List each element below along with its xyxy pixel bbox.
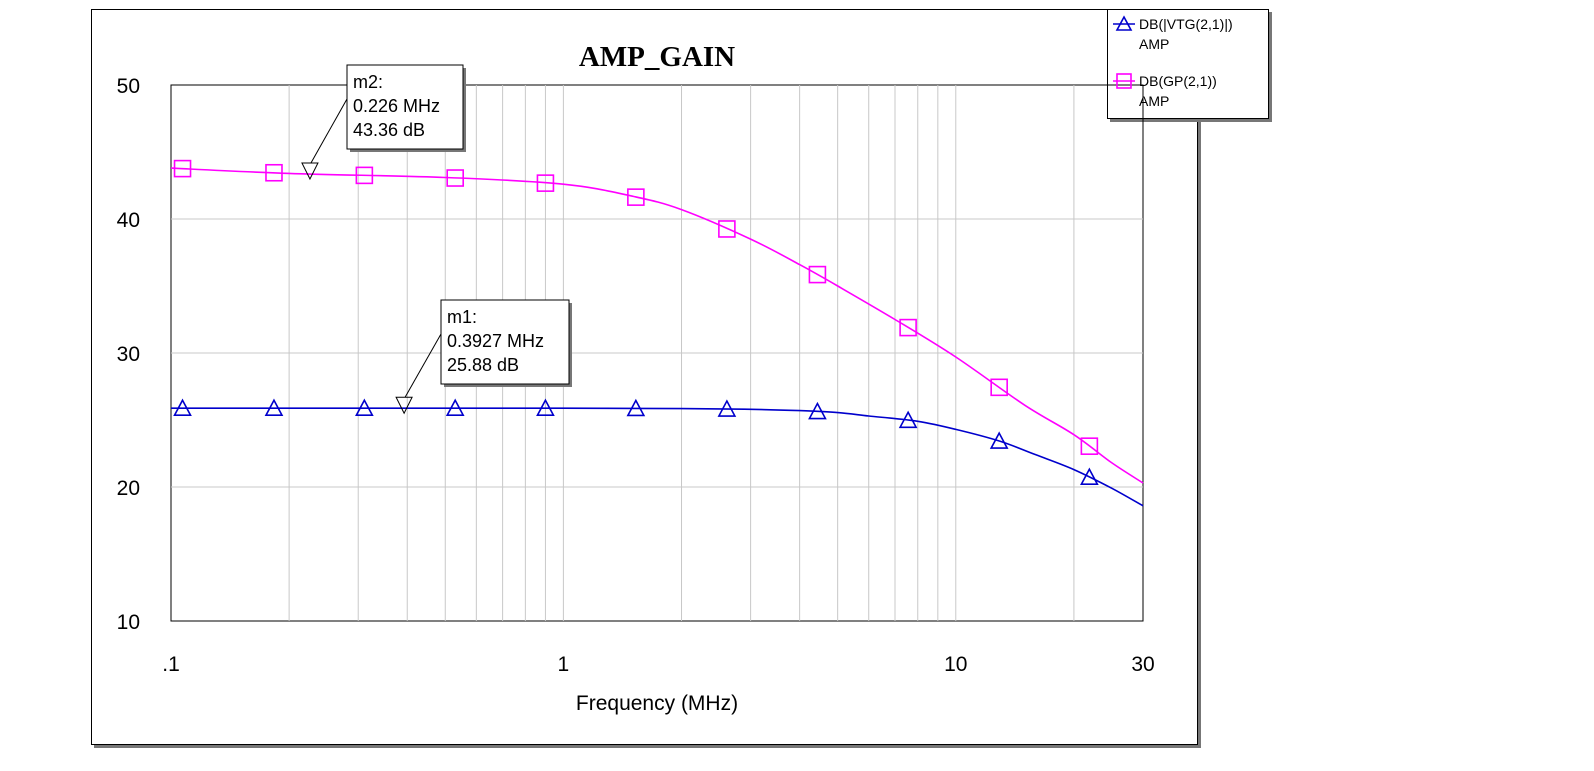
data-point bbox=[536, 398, 555, 417]
y-tick-label: 20 bbox=[117, 477, 140, 500]
data-point bbox=[717, 399, 737, 417]
legend-marker bbox=[1115, 15, 1133, 31]
marker-symbol bbox=[395, 396, 413, 415]
series-line-1 bbox=[170, 167, 1144, 484]
data-point bbox=[989, 431, 1009, 449]
data-point bbox=[173, 398, 192, 417]
x-tick-label: 30 bbox=[1131, 653, 1154, 676]
marker-label: m2: bbox=[353, 72, 383, 92]
data-point bbox=[355, 398, 374, 417]
data-point bbox=[536, 174, 555, 192]
marker-box bbox=[346, 64, 464, 150]
marker-box bbox=[440, 299, 570, 385]
plot-frame bbox=[91, 9, 1198, 745]
series-layer bbox=[170, 159, 1144, 507]
legend-label: DB(GP(2,1)) bbox=[1139, 73, 1217, 89]
legend-marker bbox=[1116, 73, 1132, 89]
marker-leader-line bbox=[404, 333, 442, 398]
data-point bbox=[898, 410, 918, 429]
y-tick-label: 10 bbox=[117, 611, 140, 634]
data-point bbox=[718, 220, 736, 238]
x-tick-label: 1 bbox=[558, 653, 570, 676]
y-tick-label: 50 bbox=[117, 75, 140, 98]
data-point bbox=[355, 166, 374, 185]
marker-symbol bbox=[301, 162, 319, 181]
data-point bbox=[1080, 467, 1099, 486]
legend-entries: DB(|VTG(2,1)|) AMP DB(GP(2,1)) AMP bbox=[1113, 15, 1233, 109]
data-point bbox=[808, 265, 827, 284]
data-point bbox=[265, 163, 283, 182]
markers-layer: m1: 0.3927 MHz 25.88 dB m2: 0.226 MHz 43.36 d… bbox=[301, 64, 572, 415]
data-point bbox=[808, 401, 827, 420]
data-point bbox=[173, 159, 192, 178]
axis-ticks: 10 20 30 40 50 .1 1 10 30 bbox=[117, 75, 1155, 676]
marker-label: m1: bbox=[447, 307, 477, 327]
data-point bbox=[1080, 437, 1099, 455]
chart-title: AMP_GAIN bbox=[579, 41, 735, 73]
data-point bbox=[627, 188, 645, 206]
legend-sublabel: AMP bbox=[1139, 93, 1169, 109]
data-point bbox=[990, 378, 1008, 397]
data-point bbox=[899, 318, 917, 337]
data-point bbox=[445, 398, 465, 417]
marker-label: 0.226 MHz bbox=[353, 96, 440, 116]
data-point bbox=[446, 169, 464, 187]
marker-label: 0.3927 MHz bbox=[447, 331, 544, 351]
marker-leader-line bbox=[310, 98, 348, 164]
legend bbox=[1107, 9, 1269, 119]
series-line-0 bbox=[170, 407, 1144, 507]
data-point bbox=[264, 398, 284, 417]
data-point bbox=[626, 398, 646, 417]
marker-label: 25.88 dB bbox=[447, 355, 519, 375]
legend-sublabel: AMP bbox=[1139, 36, 1169, 52]
legend-label: DB(|VTG(2,1)|) bbox=[1139, 16, 1233, 32]
marker-label: 43.36 dB bbox=[353, 120, 425, 140]
x-axis-label: Frequency (MHz) bbox=[576, 692, 738, 715]
x-tick-label: 10 bbox=[944, 653, 967, 676]
x-tick-label: .1 bbox=[162, 653, 180, 676]
y-tick-label: 30 bbox=[117, 343, 140, 366]
y-tick-label: 40 bbox=[117, 209, 140, 232]
